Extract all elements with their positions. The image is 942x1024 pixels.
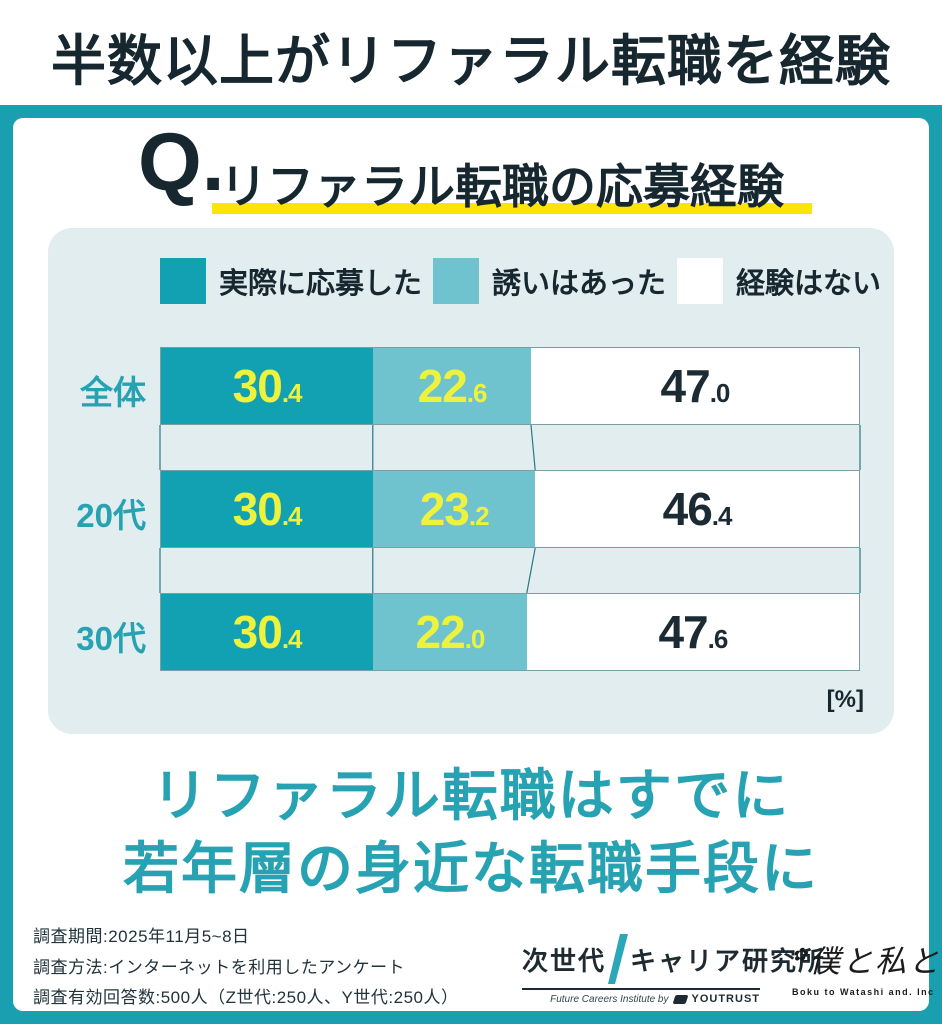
category-label: 全体 (80, 374, 146, 411)
legend-swatch (160, 258, 206, 304)
company-logo: ✿僕と私と Boku to Watashi and. Inc (792, 936, 939, 997)
bar-segment: 30.4 (161, 348, 374, 424)
youtrust-brand: YOUTRUST (691, 993, 760, 1005)
institute-logo-part1: 次世代 (522, 945, 607, 976)
bar-rows: 全体 30.4 22.6 47.0 20代 30.4 23.2 46.4 30代 30.4 22.0… (48, 228, 894, 734)
bar-track: 30.4 22.6 47.0 (160, 347, 860, 425)
legend-item: 誘いはあった (433, 258, 666, 304)
company-logo-caption: Boku to Watashi and. Inc (792, 987, 935, 997)
bar-segment: 47.0 (530, 348, 859, 424)
category-label: 30代 (76, 620, 146, 657)
legend-item: 実際に応募した (160, 258, 422, 304)
survey-line-period: 調査期間:2025年11月5~8日 (33, 927, 250, 946)
yellow-underline (212, 203, 812, 214)
legend-label: 誘いはあった (492, 268, 667, 300)
question-prefix: Q. (138, 117, 225, 208)
bar-value: 23.2 (419, 483, 490, 535)
bar-value: 30.4 (232, 483, 303, 535)
bar-value: 46.4 (662, 483, 733, 535)
institute-logo: 次世代 キャリア研究所 Future Careers Institute by … (522, 934, 824, 1005)
company-name-text: 僕と私と (809, 944, 942, 980)
bar-segment: 30.4 (161, 594, 374, 670)
institute-logo-caption: Future Careers Institute by (550, 993, 669, 1005)
survey-line-method: 調査方法:インターネットを利用したアンケート (33, 957, 406, 977)
survey-details: 調査期間:2025年11月5~8日 調査方法:インターネットを利用したアンケート… (33, 922, 458, 1014)
bar-segment: 46.4 (535, 471, 859, 547)
connector-lines (159, 424, 861, 471)
institute-logo-main: 次世代 キャリア研究所 (522, 934, 824, 990)
institute-logo-part2: キャリア研究所 (630, 945, 827, 976)
bar-segment: 30.4 (161, 471, 374, 547)
youtrust-logo-icon (672, 994, 688, 1004)
bar-track: 30.4 22.0 47.6 (160, 593, 860, 671)
chart-panel: 実際に応募した 誘いはあった 経験はない 全体 30.4 22.6 47.0 20代 30.4… (48, 228, 894, 734)
bar-value: 47.6 (658, 606, 728, 658)
bar-track: 30.4 23.2 46.4 (160, 470, 860, 548)
lightning-icon (608, 934, 629, 984)
bar-value: 47.0 (660, 360, 731, 412)
bar-value: 30.4 (232, 606, 303, 658)
chart-legend: 実際に応募した 誘いはあった 経験はない (160, 258, 881, 304)
takeaway-line-1: リファラル転職はすでに (151, 764, 791, 827)
bar-segment: 23.2 (373, 471, 536, 547)
question-title: リファラル転職の応募経験 (220, 160, 784, 213)
legend-swatch (677, 258, 724, 304)
company-logo-name: ✿僕と私と (792, 936, 939, 981)
bar-value: 22.0 (415, 606, 486, 658)
takeaway-line-2: 若年層の身近な転職手段に (123, 836, 819, 900)
legend-label: 経験はない (736, 268, 882, 300)
bar-value: 22.6 (417, 360, 488, 412)
institute-logo-caption-row: Future Careers Institute by YOUTRUST (522, 993, 760, 1005)
takeaway-text: リファラル転職はすでに 若年層の身近な転職手段に (0, 760, 942, 906)
survey-line-respondents: 調査有効回答数:500人（Z世代:250人、Y世代:250人） (33, 988, 459, 1008)
bar-value: 30.4 (232, 360, 303, 412)
legend-item: 経験はない (677, 258, 881, 304)
connector-lines (159, 547, 861, 594)
bar-segment: 47.6 (526, 594, 859, 670)
category-label: 20代 (76, 497, 146, 534)
bar-segment: 22.0 (373, 594, 527, 670)
legend-swatch (433, 258, 480, 304)
page-title: 半数以上がリファラル転職を経験 (50, 30, 891, 92)
bar-segment: 22.6 (373, 348, 531, 424)
unit-label: [%] (826, 686, 864, 713)
flower-icon: ✿ (792, 944, 810, 966)
legend-label: 実際に応募した (219, 268, 423, 300)
